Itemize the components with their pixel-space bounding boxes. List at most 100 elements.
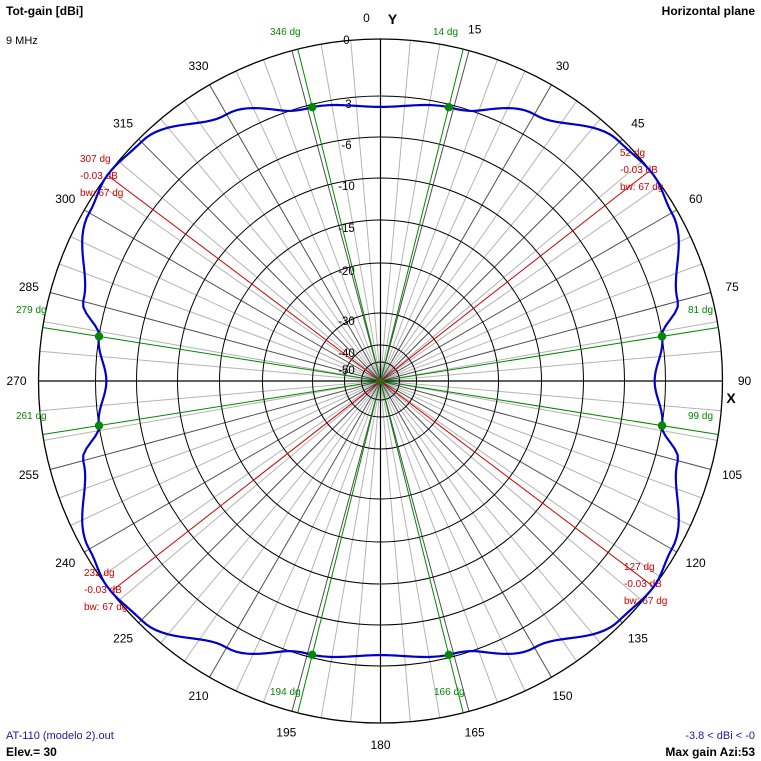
minor-radial-line	[263, 380, 381, 703]
angle-label: 45	[631, 117, 645, 131]
angle-label: 270	[6, 374, 26, 388]
ring-label: -10	[338, 181, 355, 193]
beamwidth-line	[111, 380, 381, 591]
beamwidth-label: -0.03 dB	[84, 585, 122, 596]
minus3db-label: 279 dg	[16, 305, 47, 316]
plane-label: Horizontal plane	[661, 4, 755, 18]
beamwidth-label: 127 dg	[624, 562, 655, 573]
minor-radial-line	[263, 59, 381, 382]
minor-radial-line	[350, 40, 381, 382]
beamwidth-line	[380, 171, 650, 382]
minor-radial-line	[380, 380, 691, 526]
gain-range-label: -3.8 < dBi < -0	[685, 730, 755, 742]
beamwidth-label: bw: 67 dg	[620, 182, 663, 193]
minor-radial-line	[380, 70, 526, 382]
minor-radial-line	[58, 380, 381, 499]
minus3db-label: 346 dg	[270, 27, 301, 38]
minor-radial-line	[380, 263, 703, 382]
minor-radial-line	[380, 380, 703, 499]
angle-label: 0	[363, 11, 370, 25]
gain-ring	[262, 262, 499, 500]
angle-label: 90	[738, 374, 752, 388]
minus3db-point	[308, 650, 317, 659]
minus3db-point	[444, 650, 453, 659]
minor-radial-line	[350, 380, 381, 722]
minor-radial-line	[380, 380, 722, 412]
minus3db-label: 99 dg	[688, 411, 713, 422]
gain-ring	[219, 219, 542, 543]
angle-label: 60	[689, 192, 703, 206]
minor-radial-line	[380, 236, 691, 382]
minor-radial-line	[380, 380, 498, 703]
beamwidth-label: -0.03 dB	[620, 165, 658, 176]
minus3db-point	[308, 103, 317, 112]
gain-ring	[177, 177, 584, 585]
minus3db-label: 194 dg	[270, 687, 301, 698]
minor-radial-line	[235, 70, 381, 382]
ring-label: -30	[338, 316, 355, 328]
angle-label: 240	[55, 556, 75, 570]
major-radial-line	[380, 380, 470, 712]
beamwidth-line	[380, 380, 653, 587]
frequency-label: 9 MHz	[6, 35, 38, 47]
elevation-label: Elev.= 30	[6, 745, 57, 759]
minus3db-label: 14 dg	[433, 27, 458, 38]
minor-radial-line	[39, 380, 381, 412]
chart-title: Tot-gain [dBi]	[6, 4, 84, 18]
outer-ring	[37, 38, 724, 724]
minus3db-point	[94, 332, 104, 341]
major-radial-line	[291, 380, 381, 712]
minus3db-label: 81 dg	[688, 305, 713, 316]
beamwidth-label: bw: 67 dg	[80, 188, 123, 199]
minor-radial-line	[380, 59, 498, 382]
minus3db-label: 166 dg	[434, 687, 465, 698]
ring-label: -20	[338, 266, 355, 278]
minor-radial-line	[235, 380, 381, 692]
minor-radial-line	[39, 350, 381, 382]
gain-ring	[361, 361, 400, 401]
gain-ring	[136, 136, 625, 626]
major-radial-line	[380, 50, 470, 382]
minus3db-point	[657, 421, 667, 430]
ring-label: -40	[338, 348, 355, 360]
filename-label: AT-110 (modelo 2).out	[6, 730, 114, 742]
y-axis-label: Y	[388, 11, 398, 27]
minor-radial-line	[70, 236, 381, 382]
beamwidth-label: -0.03 dB	[80, 171, 118, 182]
minor-radial-line	[58, 263, 381, 382]
x-axis-label: X	[726, 390, 736, 406]
gain-pattern-curve	[81, 103, 680, 659]
angle-label: 225	[113, 631, 133, 645]
minor-radial-line	[70, 380, 381, 526]
angle-label: 330	[188, 59, 208, 73]
minus3db-point	[657, 332, 667, 341]
angle-label: 105	[722, 468, 742, 482]
gain-ring	[95, 95, 666, 667]
polar-grid	[37, 38, 724, 724]
angle-label: 15	[468, 22, 482, 36]
minor-radial-line	[380, 40, 411, 382]
minus3db-point	[444, 103, 453, 112]
minus3db-label: 261 dg	[16, 411, 47, 422]
angle-label: 255	[19, 468, 39, 482]
angle-label: 315	[113, 117, 133, 131]
angle-label: 180	[370, 738, 390, 752]
minus3db-point	[94, 421, 104, 430]
major-radial-line	[291, 50, 381, 382]
beamwidth-label: -0.03 dB	[624, 579, 662, 590]
ring-label: 0	[343, 35, 349, 47]
gain-ring	[312, 312, 449, 450]
angle-label: 135	[628, 631, 648, 645]
ring-label: -6	[341, 140, 351, 152]
angle-label: 165	[465, 726, 485, 740]
angle-label: 285	[19, 280, 39, 294]
beamwidth-label: bw: 67 dg	[84, 602, 127, 613]
beamwidth-label: 307 dg	[80, 154, 111, 165]
angle-label: 150	[552, 689, 572, 703]
minor-radial-line	[380, 380, 526, 692]
minor-radial-line	[380, 350, 722, 382]
max-gain-label: Max gain Azi:53	[665, 745, 755, 759]
angle-label: 75	[725, 280, 739, 294]
